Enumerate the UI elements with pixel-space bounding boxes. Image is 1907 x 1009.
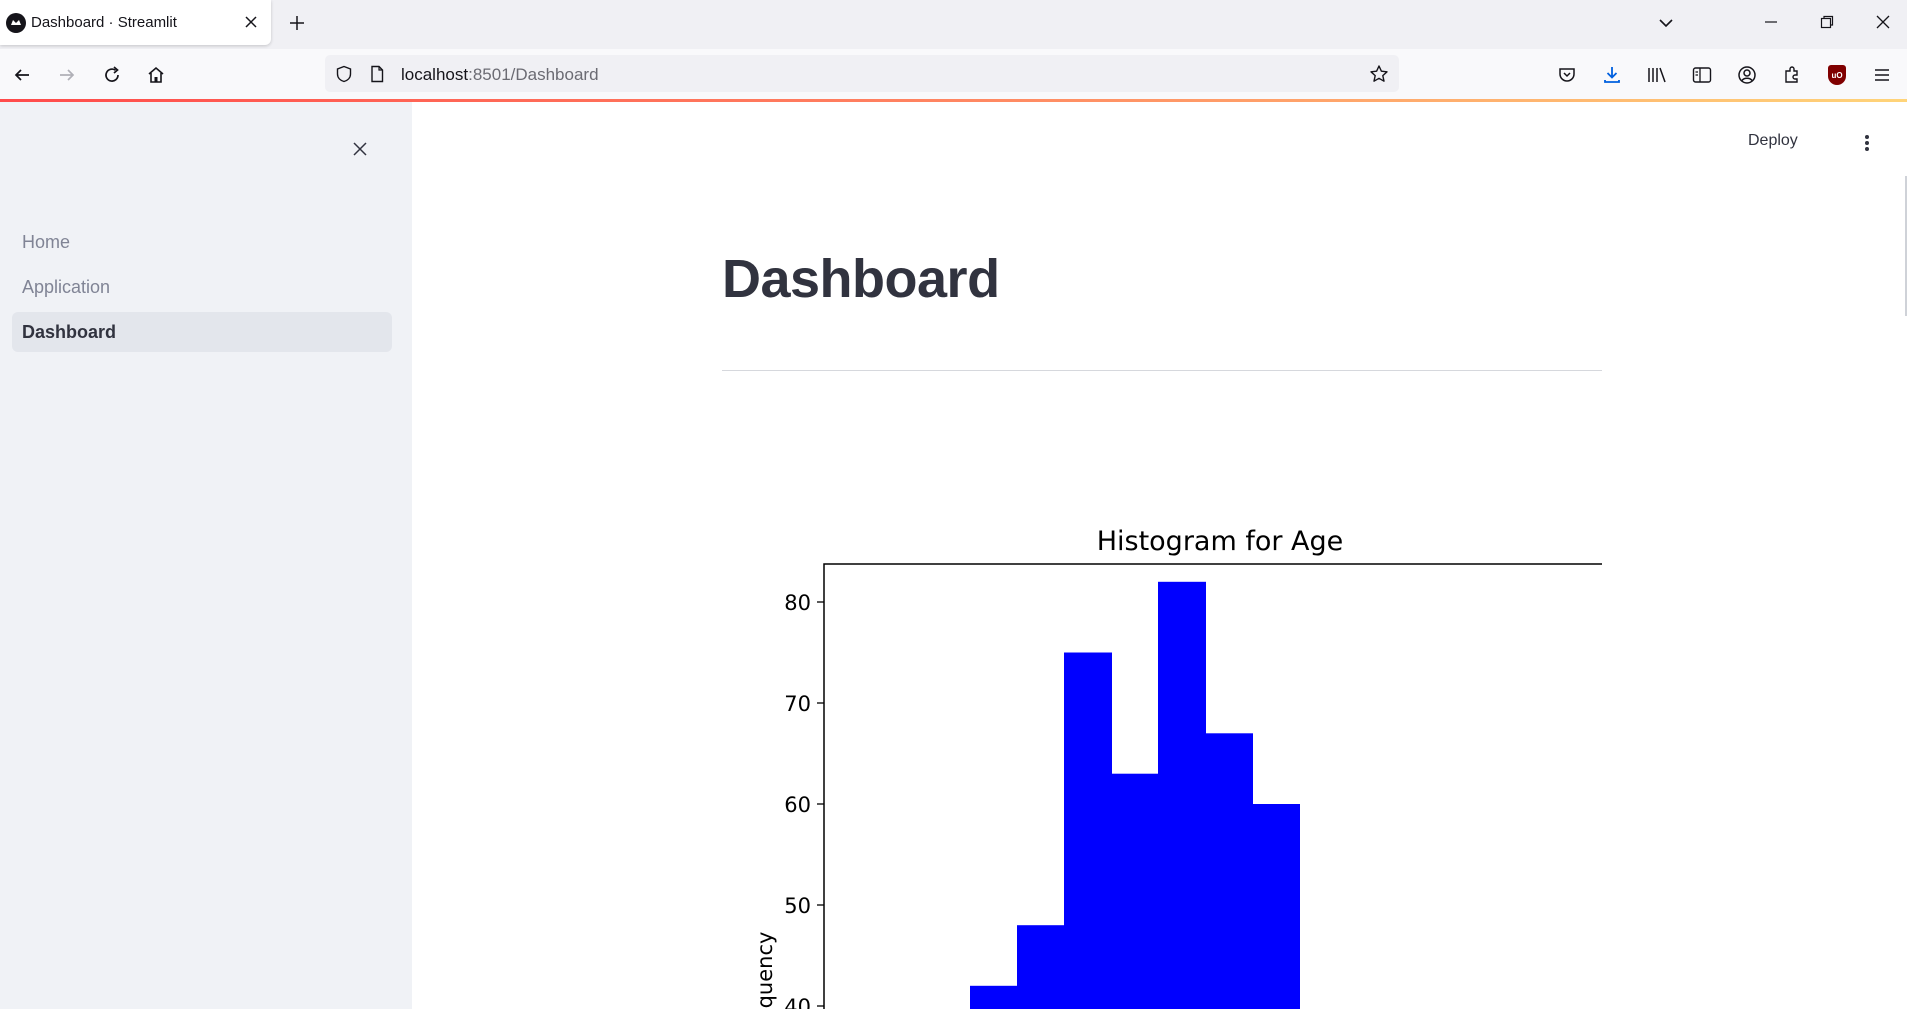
y-tick-label: 50 xyxy=(784,894,811,918)
histogram-bar xyxy=(1205,733,1253,1009)
url-path: :8501/Dashboard xyxy=(468,65,599,84)
tab-close-icon[interactable] xyxy=(240,11,262,33)
forward-icon[interactable] xyxy=(53,61,81,89)
sidebar-item-dashboard[interactable]: Dashboard xyxy=(12,312,392,352)
y-tick-label: 60 xyxy=(784,793,811,817)
new-tab-icon[interactable] xyxy=(285,11,309,35)
histogram-bar xyxy=(1158,581,1206,1009)
url-text[interactable]: localhost:8501/Dashboard xyxy=(401,65,599,85)
ublock-origin-icon[interactable]: uO xyxy=(1823,61,1851,89)
y-tick-label: 80 xyxy=(784,591,811,615)
browser-toolbar: localhost:8501/Dashboard uO xyxy=(0,49,1907,100)
page-load-progress-line xyxy=(0,99,1907,102)
reload-icon[interactable] xyxy=(98,61,126,89)
axes-frame xyxy=(823,563,1602,1009)
page-title: Dashboard xyxy=(722,249,1000,309)
sidebar-item-home[interactable]: Home xyxy=(22,231,71,252)
sidebar-item-application[interactable]: Application xyxy=(22,276,111,297)
sidebar-nav: Home Application Dashboard xyxy=(12,222,392,357)
downloads-icon[interactable] xyxy=(1598,61,1626,89)
tab-title: Dashboard · Streamlit xyxy=(31,14,177,31)
extensions-icon[interactable] xyxy=(1778,61,1806,89)
back-icon[interactable] xyxy=(8,61,36,89)
pocket-icon[interactable] xyxy=(1553,61,1581,89)
tracking-protection-shield-icon[interactable] xyxy=(333,63,355,85)
account-icon[interactable] xyxy=(1733,61,1761,89)
close-sidebar-icon[interactable] xyxy=(346,135,374,163)
histogram-bar xyxy=(1017,925,1065,1009)
sidebar-toggle-icon[interactable] xyxy=(1688,61,1716,89)
browser-tab[interactable]: Dashboard · Streamlit xyxy=(0,0,271,45)
url-host: localhost xyxy=(401,65,469,84)
browser-tab-strip: Dashboard · Streamlit xyxy=(0,0,1907,49)
deploy-button[interactable]: Deploy xyxy=(1748,132,1798,149)
app-menu-icon[interactable] xyxy=(1868,61,1896,89)
home-icon[interactable] xyxy=(142,61,170,89)
page-info-icon[interactable] xyxy=(367,63,387,85)
y-axis-label: Frequency xyxy=(753,932,777,1009)
histogram-bar xyxy=(1064,652,1112,1009)
restore-icon[interactable] xyxy=(1812,8,1842,36)
main-menu-kebab-icon[interactable] xyxy=(1854,130,1880,156)
histogram-bar xyxy=(970,985,1018,1009)
histogram-svg: 1020304050607080 Histogram for Age Frequ… xyxy=(753,526,1602,1009)
url-bar[interactable]: localhost:8501/Dashboard xyxy=(325,55,1399,92)
close-window-icon[interactable] xyxy=(1868,8,1898,36)
minimize-icon[interactable] xyxy=(1756,8,1786,36)
histogram-bar xyxy=(1111,773,1159,1009)
bookmark-star-icon[interactable] xyxy=(1367,62,1391,86)
y-tick-label: 70 xyxy=(784,692,811,716)
age-histogram-chart: 1020304050607080 Histogram for Age Frequ… xyxy=(722,402,1602,1009)
scrollbar[interactable] xyxy=(1905,176,1907,316)
main-content: Deploy Dashboard 1020304050607080 Histog… xyxy=(412,102,1907,1009)
divider xyxy=(722,370,1602,371)
library-icon[interactable] xyxy=(1643,61,1671,89)
app-sidebar: Home Application Dashboard xyxy=(0,102,412,1009)
histogram-bar xyxy=(1252,804,1300,1009)
streamlit-favicon-icon xyxy=(6,13,26,33)
y-tick-label: 40 xyxy=(784,995,811,1009)
list-all-tabs-icon[interactable] xyxy=(1653,10,1679,36)
chart-title: Histogram for Age xyxy=(1097,526,1344,557)
